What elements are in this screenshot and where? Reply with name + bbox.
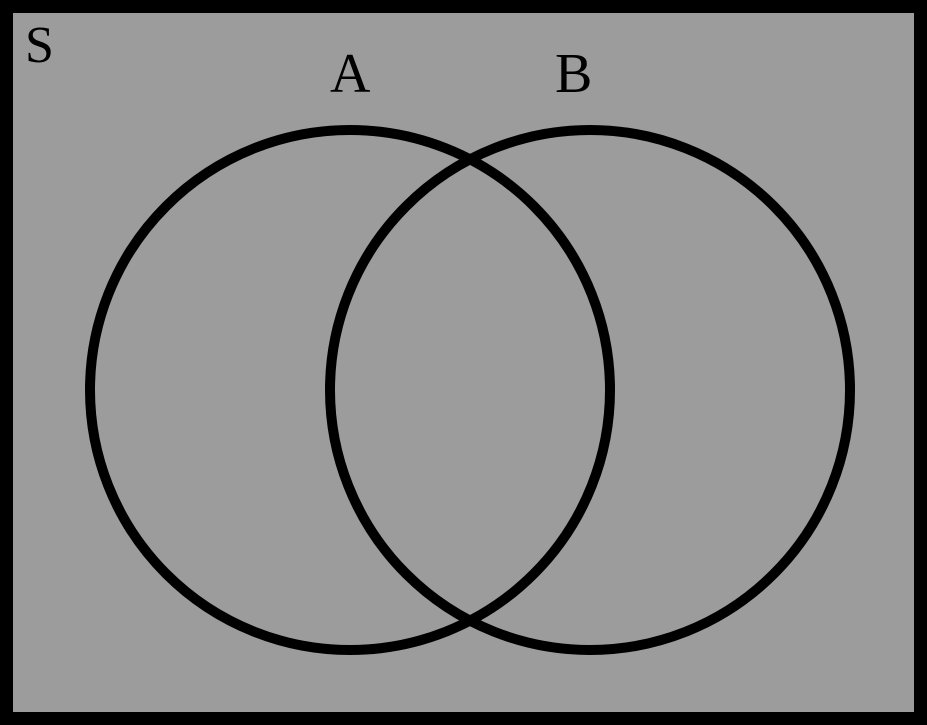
universe-label: S <box>25 17 54 74</box>
venn-diagram: S A B <box>0 0 927 725</box>
set-a-label: A <box>330 43 371 105</box>
set-b-label: B <box>555 43 592 105</box>
